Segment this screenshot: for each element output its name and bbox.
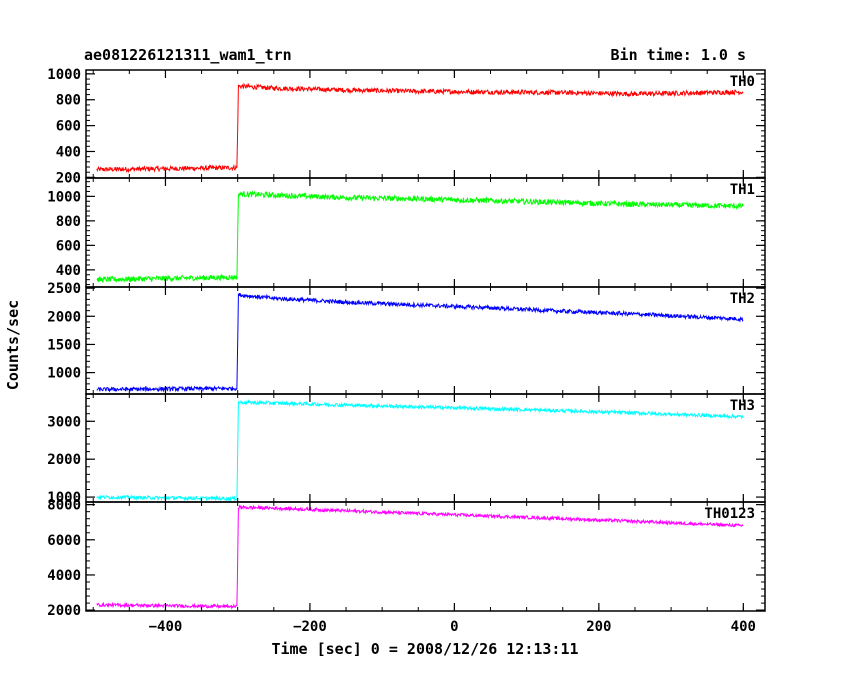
x-axis: −400 −200 0 200 400 [149, 619, 756, 635]
panel-th2: 1000 1500 2000 2500 TH2 [47, 281, 766, 395]
chart-title: ae081226121311_wam1_trn [84, 46, 292, 64]
y-tick-label: 600 [56, 238, 81, 254]
y-tick-label: 1000 [47, 366, 81, 382]
y-tick-label: 800 [56, 93, 81, 109]
y-tick-label: 400 [56, 263, 81, 279]
y-tick-label: 2000 [47, 452, 81, 468]
y-tick-label: 200 [56, 170, 81, 186]
x-tick-label: 400 [731, 619, 756, 635]
panel-th1: 400 600 800 1000 TH1 [47, 177, 766, 288]
y-tick-label: 2000 [47, 309, 81, 325]
channel-label-th1: TH1 [730, 182, 755, 198]
y-tick-label: 6000 [47, 533, 81, 549]
y-tick-label: 8000 [47, 498, 81, 514]
panel-frame [85, 286, 766, 395]
y-tick-label: 2000 [47, 603, 81, 619]
x-axis-title: Time [sec] 0 = 2008/12/26 12:13:11 [271, 640, 578, 658]
y-tick-label: 4000 [47, 568, 81, 584]
x-tick-label: 200 [586, 619, 611, 635]
channel-label-th3: TH3 [730, 398, 755, 414]
x-tick-label: 0 [450, 619, 458, 635]
panel-frame [85, 393, 766, 503]
series-line-th0123 [96, 504, 744, 610]
panel-frame [85, 177, 766, 288]
panel-th0123: 2000 4000 6000 8000 TH0123 [47, 498, 766, 619]
series-line-th0 [96, 82, 744, 174]
series-line-th1 [96, 190, 744, 284]
channel-label-th0: TH0 [730, 74, 755, 90]
x-tick-label: −200 [293, 619, 327, 635]
y-tick-label: 3000 [47, 414, 81, 430]
y-tick-label: 2500 [47, 281, 81, 297]
series-line-th2 [96, 293, 744, 393]
y-tick-label: 400 [56, 144, 81, 160]
y-axis-title: Counts/sec [4, 300, 22, 390]
series-line-th3 [96, 398, 744, 502]
y-tick-label: 800 [56, 214, 81, 230]
y-tick-label: 1000 [47, 189, 81, 205]
panel-frame [85, 69, 766, 179]
y-tick-label: 600 [56, 119, 81, 135]
panel-frame [85, 501, 766, 612]
channel-label-th2: TH2 [730, 291, 755, 307]
panel-th3: 1000 2000 3000 TH3 [47, 393, 766, 506]
x-tick-label: −400 [149, 619, 183, 635]
y-tick-label: 1500 [47, 337, 81, 353]
channel-label-th0123: TH0123 [704, 506, 755, 522]
bin-time-label: Bin time: 1.0 s [611, 46, 746, 64]
panel-th0: 200 400 600 800 1000 TH0 [47, 67, 766, 186]
y-tick-label: 1000 [47, 67, 81, 83]
y-tick-label: 1000 [47, 490, 81, 506]
